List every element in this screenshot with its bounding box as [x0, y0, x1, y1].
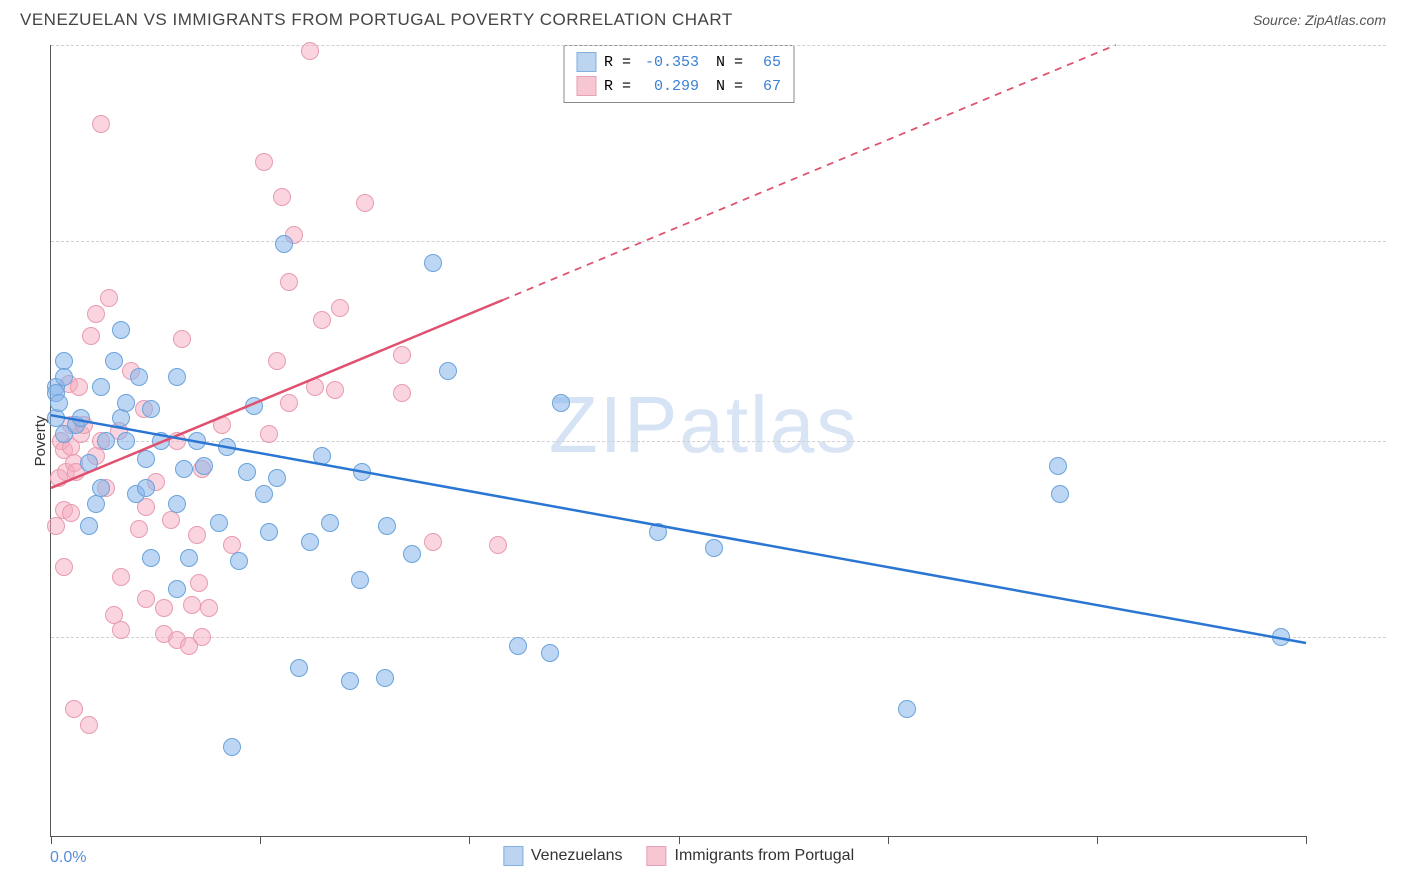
plot-area: ZIPatlas R = -0.353 N = 65 R = 0.299 N =…: [50, 45, 1306, 837]
legend-item-venezuelans: Venezuelans: [503, 846, 623, 866]
x-tick-label: 0.0%: [50, 849, 86, 867]
swatch-icon: [647, 846, 667, 866]
x-tick: [888, 836, 889, 844]
x-tick: [1097, 836, 1098, 844]
header: VENEZUELAN VS IMMIGRANTS FROM PORTUGAL P…: [0, 0, 1406, 35]
legend-label: Immigrants from Portugal: [675, 847, 855, 865]
source-label: Source: ZipAtlas.com: [1253, 12, 1386, 28]
legend-label: Venezuelans: [531, 847, 623, 865]
trend-line: [51, 45, 1306, 836]
legend-item-portugal: Immigrants from Portugal: [647, 846, 855, 866]
x-tick: [469, 836, 470, 844]
x-tick: [51, 836, 52, 844]
x-tick: [260, 836, 261, 844]
chart-container: VENEZUELAN VS IMMIGRANTS FROM PORTUGAL P…: [0, 0, 1406, 892]
chart-area: Poverty ZIPatlas R = -0.353 N = 65 R = 0…: [50, 45, 1386, 837]
swatch-icon: [503, 846, 523, 866]
chart-title: VENEZUELAN VS IMMIGRANTS FROM PORTUGAL P…: [20, 10, 733, 30]
x-tick: [1306, 836, 1307, 844]
x-tick: [679, 836, 680, 844]
y-axis-label: Poverty: [32, 416, 49, 467]
series-legend: Venezuelans Immigrants from Portugal: [503, 846, 854, 866]
